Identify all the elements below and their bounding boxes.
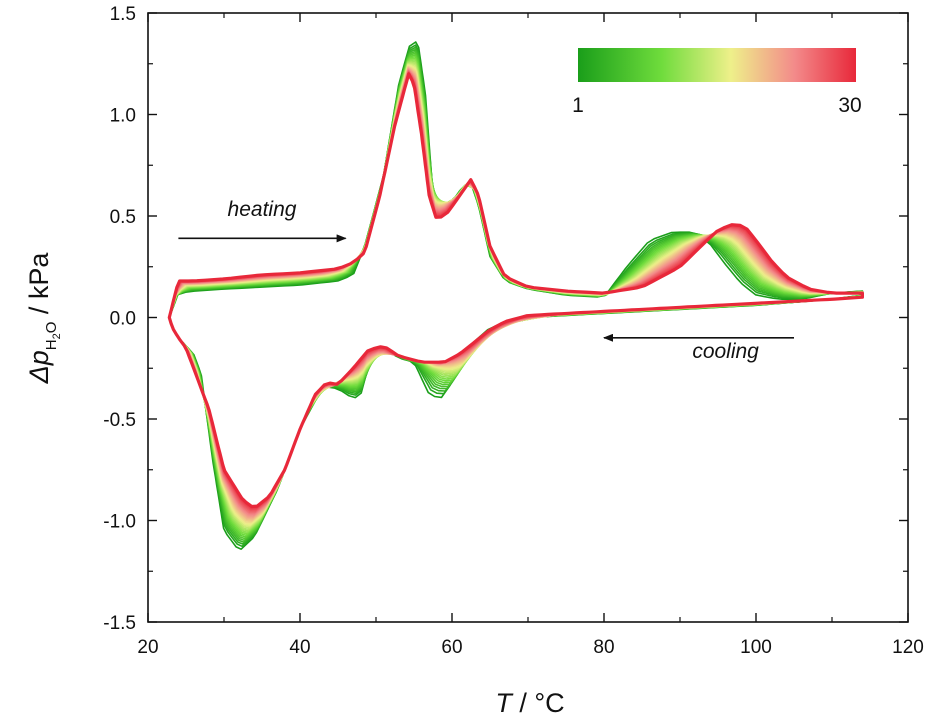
y-axis-title: ΔpH2O / kPa [24,252,63,385]
x-tick-label: 20 [137,637,158,658]
cycle-curve [168,65,864,524]
y-tick-label: -1.0 [103,512,136,533]
colorbar: 1 30 [572,48,862,117]
y-axis-subscript-o: O [43,322,60,334]
axes-layer: 20 40 60 80 100 120 -1.5 -1.0 -0.5 0.0 0.5 1.0 1.5 [103,4,924,658]
x-axis-symbol: T [495,688,514,718]
colorbar-max-label: 30 [838,94,861,117]
y-axis-unit: / kPa [24,252,54,322]
cycle-curve [168,66,864,522]
x-tick-label: 40 [289,637,310,658]
y-tick-label: 0.0 [110,309,136,330]
colorbar-min-label: 1 [572,94,584,117]
y-axis-subscript-2: 2 [51,333,63,339]
y-tick-label: 1.0 [110,106,136,127]
y-axis-subscript-h: H [43,339,60,350]
colorbar-gradient [578,48,856,82]
annotation-layer: heating cooling [178,198,794,363]
y-tick-label: -1.5 [103,613,136,634]
x-tick-label: 80 [593,637,614,658]
y-tick-label: 0.5 [110,207,136,228]
cycle-curve [167,72,864,509]
cooling-label: cooling [692,340,759,363]
x-tick-label: 60 [441,637,462,658]
y-axis-symbol: p [24,350,54,366]
y-axis-delta: Δ [24,365,54,384]
cycle-curve [168,41,864,550]
cycle-curve [168,69,864,515]
x-axis-title: T / °C [495,688,564,718]
y-tick-label: 1.5 [110,4,136,25]
x-axis-unit: / °C [512,688,565,718]
x-tick-label: 100 [740,637,772,658]
y-tick-label: -0.5 [103,410,136,431]
x-tick-label: 120 [892,637,924,658]
series-layer [167,41,864,550]
heating-label: heating [228,198,297,221]
